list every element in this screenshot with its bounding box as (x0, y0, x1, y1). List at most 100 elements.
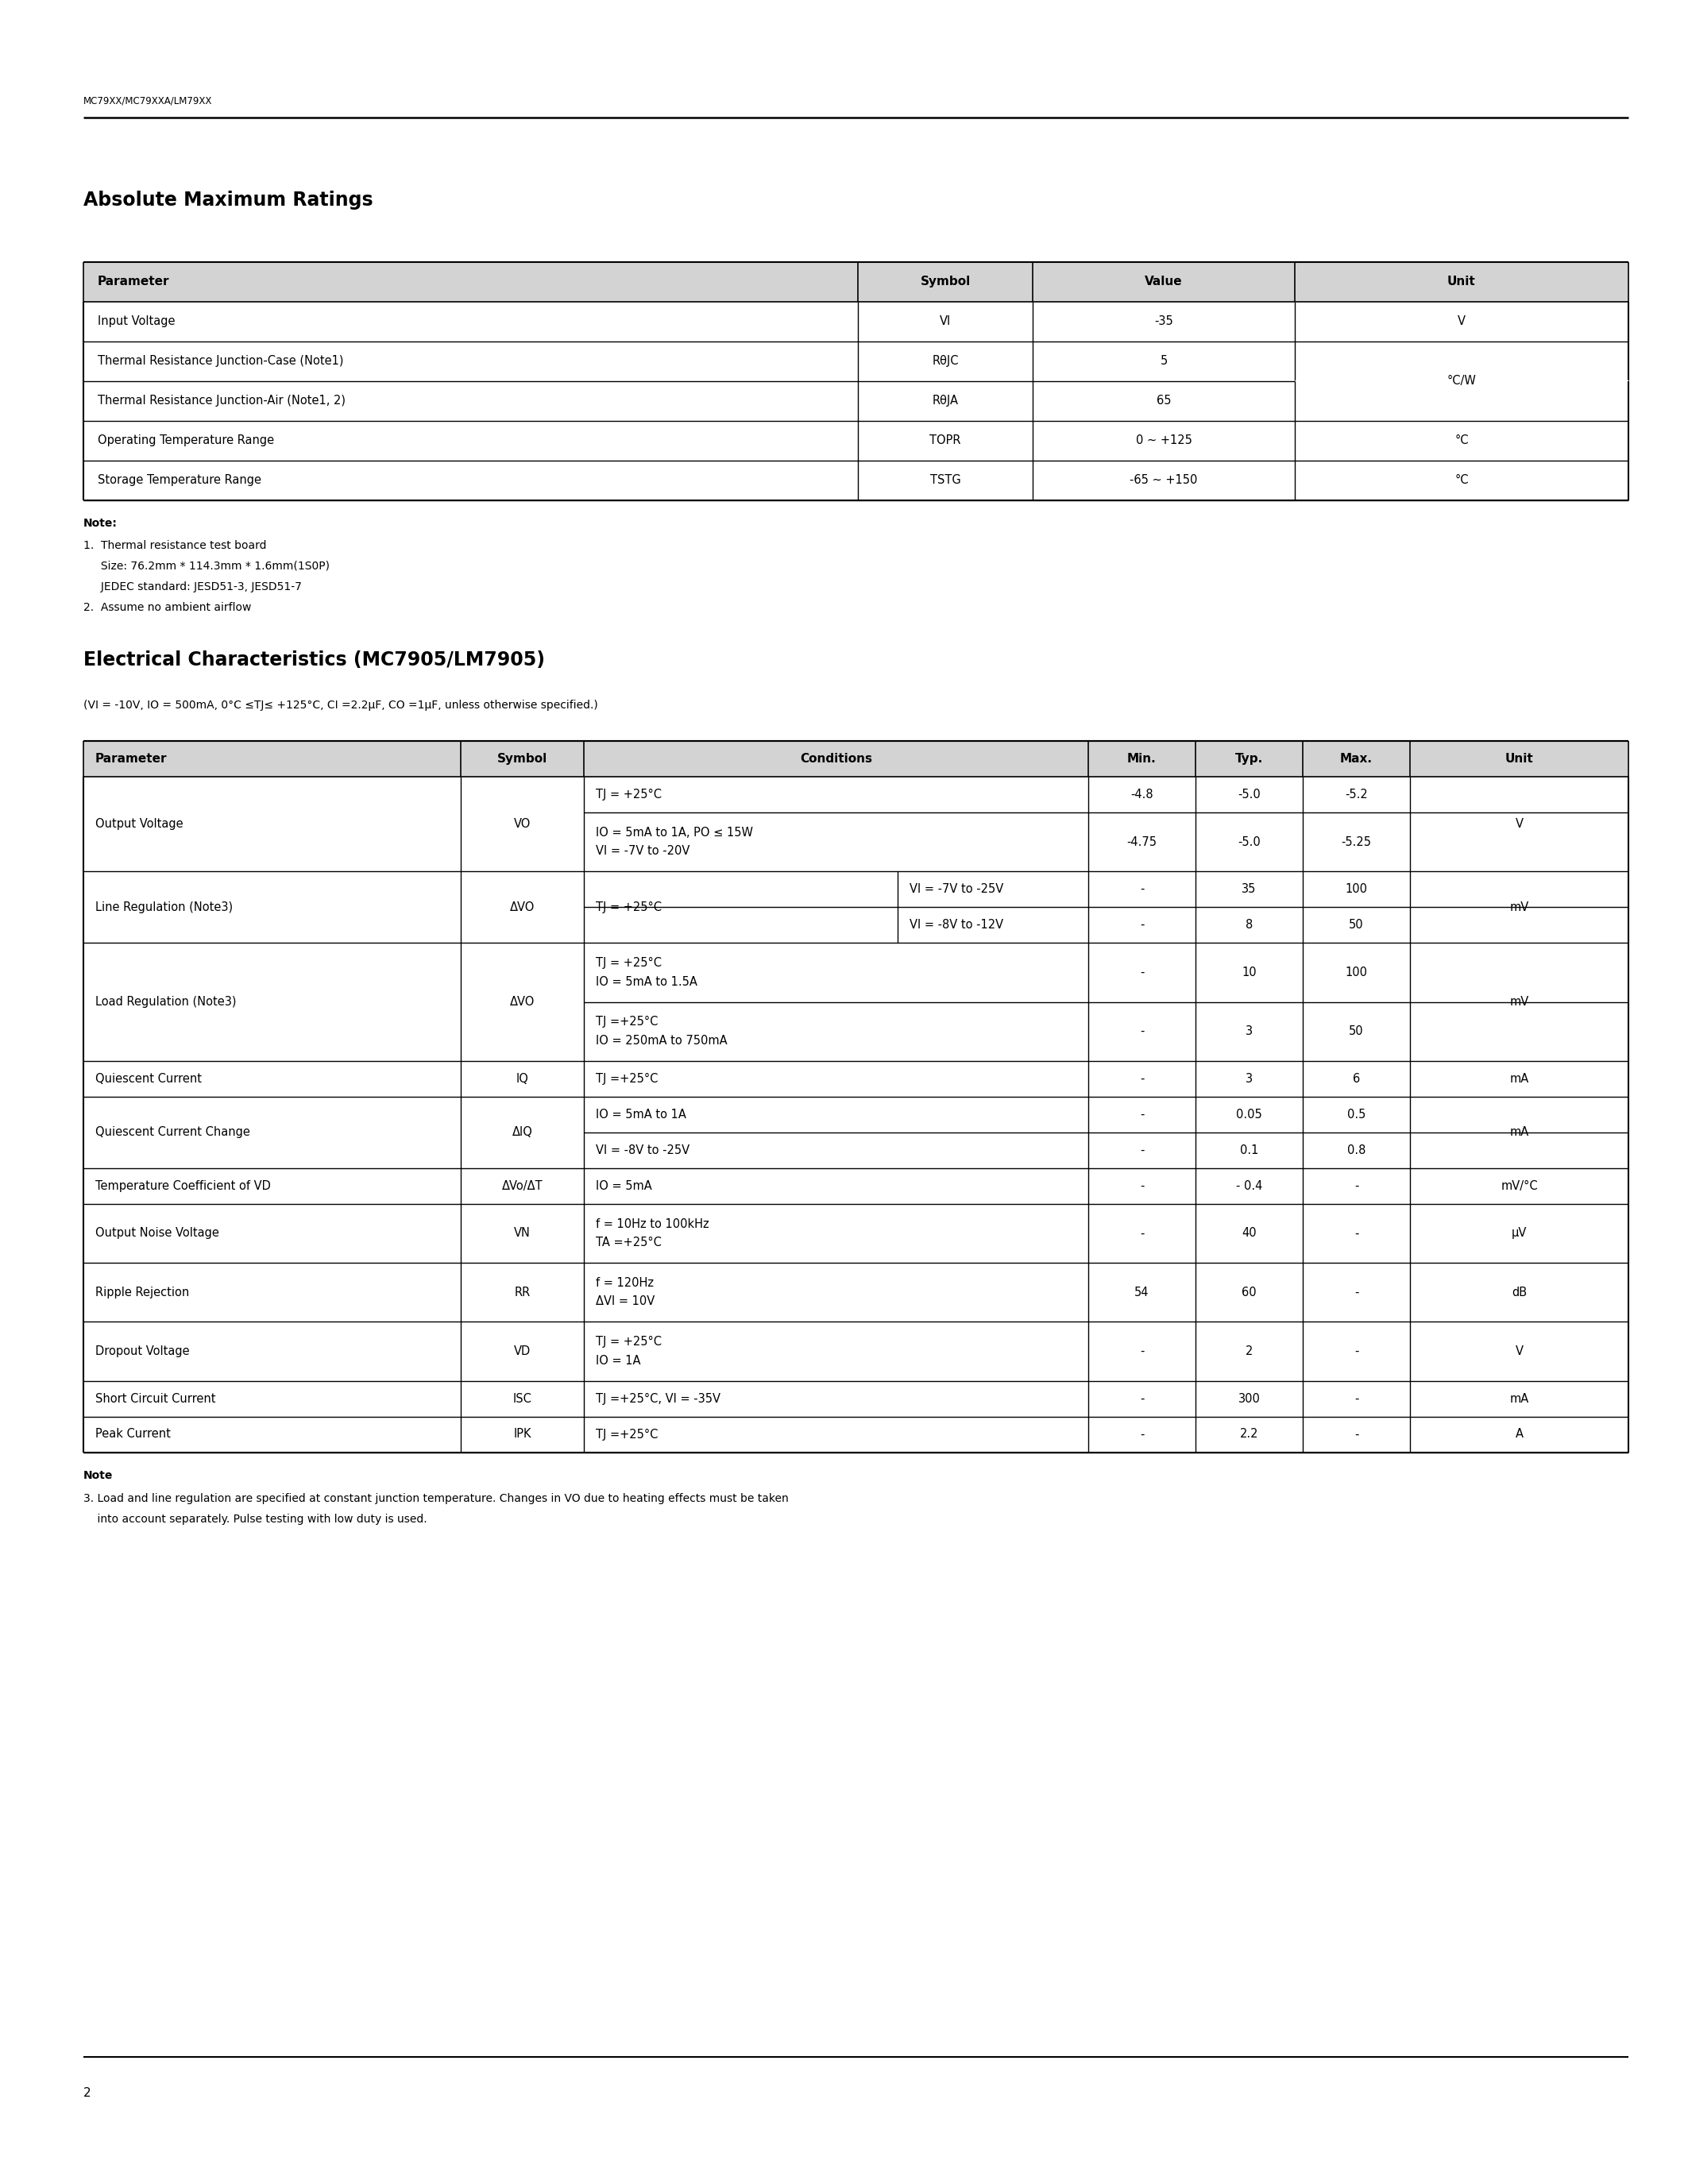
Text: °C/W: °C/W (1447, 376, 1477, 387)
Text: f = 10Hz to 100kHz: f = 10Hz to 100kHz (596, 1219, 709, 1230)
Text: 2: 2 (1246, 1345, 1252, 1356)
Text: Value: Value (1144, 275, 1183, 288)
Text: mV/°C: mV/°C (1501, 1179, 1538, 1192)
Text: IO = 5mA to 1A: IO = 5mA to 1A (596, 1109, 687, 1120)
Text: TJ = +25°C: TJ = +25°C (596, 902, 662, 913)
Text: TJ = +25°C: TJ = +25°C (596, 957, 662, 970)
Text: -: - (1354, 1227, 1359, 1238)
Text: VN: VN (513, 1227, 530, 1238)
Text: -4.75: -4.75 (1128, 836, 1156, 847)
Text: V: V (1516, 819, 1523, 830)
Text: 65: 65 (1156, 395, 1171, 406)
Text: Ripple Rejection: Ripple Rejection (95, 1286, 189, 1297)
Text: Unit: Unit (1506, 753, 1533, 764)
Text: 3. Load and line regulation are specified at constant junction temperature. Chan: 3. Load and line regulation are specifie… (83, 1494, 788, 1505)
Text: -: - (1139, 1428, 1144, 1439)
Text: 35: 35 (1242, 882, 1256, 895)
Bar (83, 740, 1629, 778)
Text: TJ =+25°C: TJ =+25°C (596, 1016, 658, 1029)
Text: 100: 100 (1345, 882, 1367, 895)
Text: -5.25: -5.25 (1342, 836, 1371, 847)
Text: mV: mV (1509, 902, 1529, 913)
Text: 0.1: 0.1 (1239, 1144, 1259, 1155)
Text: -: - (1139, 1072, 1144, 1085)
Text: TSTG: TSTG (930, 474, 960, 487)
Text: -: - (1354, 1428, 1359, 1439)
Text: Min.: Min. (1128, 753, 1156, 764)
Text: Line Regulation (Note3): Line Regulation (Note3) (95, 902, 233, 913)
Text: VO: VO (513, 819, 530, 830)
Text: Unit: Unit (1447, 275, 1475, 288)
Text: 0.5: 0.5 (1347, 1109, 1366, 1120)
Text: Max.: Max. (1340, 753, 1372, 764)
Text: -: - (1139, 1227, 1144, 1238)
Text: Note:: Note: (83, 518, 118, 529)
Text: IO = 5mA to 1.5A: IO = 5mA to 1.5A (596, 976, 697, 987)
Text: VI = -8V to -25V: VI = -8V to -25V (596, 1144, 690, 1155)
Text: Thermal Resistance Junction-Case (Note1): Thermal Resistance Junction-Case (Note1) (98, 356, 344, 367)
Text: V: V (1516, 1345, 1523, 1356)
Text: TA =+25°C: TA =+25°C (596, 1236, 662, 1249)
Text: -5.2: -5.2 (1345, 788, 1367, 802)
Text: ΔVO: ΔVO (510, 902, 535, 913)
Text: Parameter: Parameter (95, 753, 167, 764)
Text: TJ =+25°C, VI = -35V: TJ =+25°C, VI = -35V (596, 1393, 721, 1404)
Text: -: - (1139, 1144, 1144, 1155)
Text: IO = 5mA: IO = 5mA (596, 1179, 652, 1192)
Text: Output Noise Voltage: Output Noise Voltage (95, 1227, 219, 1238)
Text: 10: 10 (1242, 968, 1256, 978)
Text: VI = -8V to -12V: VI = -8V to -12V (910, 919, 1003, 930)
Text: 3: 3 (1246, 1072, 1252, 1085)
Text: 5: 5 (1160, 356, 1168, 367)
Text: 6: 6 (1352, 1072, 1361, 1085)
Text: ΔVI = 10V: ΔVI = 10V (596, 1295, 655, 1308)
Text: -: - (1139, 1345, 1144, 1356)
Text: Load Regulation (Note3): Load Regulation (Note3) (95, 996, 236, 1007)
Text: °C: °C (1455, 474, 1469, 487)
Text: -: - (1354, 1393, 1359, 1404)
Text: mA: mA (1509, 1072, 1529, 1085)
Text: Short Circuit Current: Short Circuit Current (95, 1393, 216, 1404)
Text: IO = 1A: IO = 1A (596, 1354, 641, 1367)
Text: VI: VI (940, 317, 950, 328)
Text: 8: 8 (1246, 919, 1252, 930)
Text: -: - (1139, 1026, 1144, 1037)
Text: TJ =+25°C: TJ =+25°C (596, 1428, 658, 1439)
Text: RθJA: RθJA (932, 395, 959, 406)
Text: Input Voltage: Input Voltage (98, 317, 176, 328)
Text: Operating Temperature Range: Operating Temperature Range (98, 435, 273, 448)
Text: VI = -7V to -25V: VI = -7V to -25V (910, 882, 1003, 895)
Text: Thermal Resistance Junction-Air (Note1, 2): Thermal Resistance Junction-Air (Note1, … (98, 395, 346, 406)
Text: ΔIQ: ΔIQ (511, 1127, 532, 1138)
Text: Dropout Voltage: Dropout Voltage (95, 1345, 189, 1356)
Text: 100: 100 (1345, 968, 1367, 978)
Text: 40: 40 (1242, 1227, 1256, 1238)
Text: -: - (1139, 968, 1144, 978)
Text: -: - (1139, 1109, 1144, 1120)
Text: RθJC: RθJC (932, 356, 959, 367)
Text: -4.8: -4.8 (1131, 788, 1153, 802)
Text: mV: mV (1509, 996, 1529, 1007)
Text: -: - (1139, 1393, 1144, 1404)
Text: mA: mA (1509, 1127, 1529, 1138)
Text: (VI = -10V, IO = 500mA, 0°C ≤TJ≤ +125°C, CI =2.2μF, CO =1μF, unless otherwise sp: (VI = -10V, IO = 500mA, 0°C ≤TJ≤ +125°C,… (83, 699, 598, 710)
Text: Size: 76.2mm * 114.3mm * 1.6mm(1S0P): Size: 76.2mm * 114.3mm * 1.6mm(1S0P) (83, 561, 329, 572)
Text: IO = 250mA to 750mA: IO = 250mA to 750mA (596, 1035, 728, 1046)
Text: Conditions: Conditions (800, 753, 873, 764)
Text: Symbol: Symbol (920, 275, 971, 288)
Text: TJ = +25°C: TJ = +25°C (596, 1337, 662, 1348)
Text: Absolute Maximum Ratings: Absolute Maximum Ratings (83, 190, 373, 210)
Text: 0.8: 0.8 (1347, 1144, 1366, 1155)
Text: μV: μV (1511, 1227, 1528, 1238)
Text: °C: °C (1455, 435, 1469, 448)
Text: TJ =+25°C: TJ =+25°C (596, 1072, 658, 1085)
Text: 0.05: 0.05 (1236, 1109, 1263, 1120)
Text: -5.0: -5.0 (1237, 836, 1261, 847)
Text: Electrical Characteristics (MC7905/LM7905): Electrical Characteristics (MC7905/LM790… (83, 651, 545, 670)
Text: Typ.: Typ. (1236, 753, 1263, 764)
Text: -5.0: -5.0 (1237, 788, 1261, 802)
Text: 0 ~ +125: 0 ~ +125 (1136, 435, 1192, 448)
Text: -: - (1139, 882, 1144, 895)
Text: ISC: ISC (513, 1393, 532, 1404)
Text: Note: Note (83, 1470, 113, 1481)
